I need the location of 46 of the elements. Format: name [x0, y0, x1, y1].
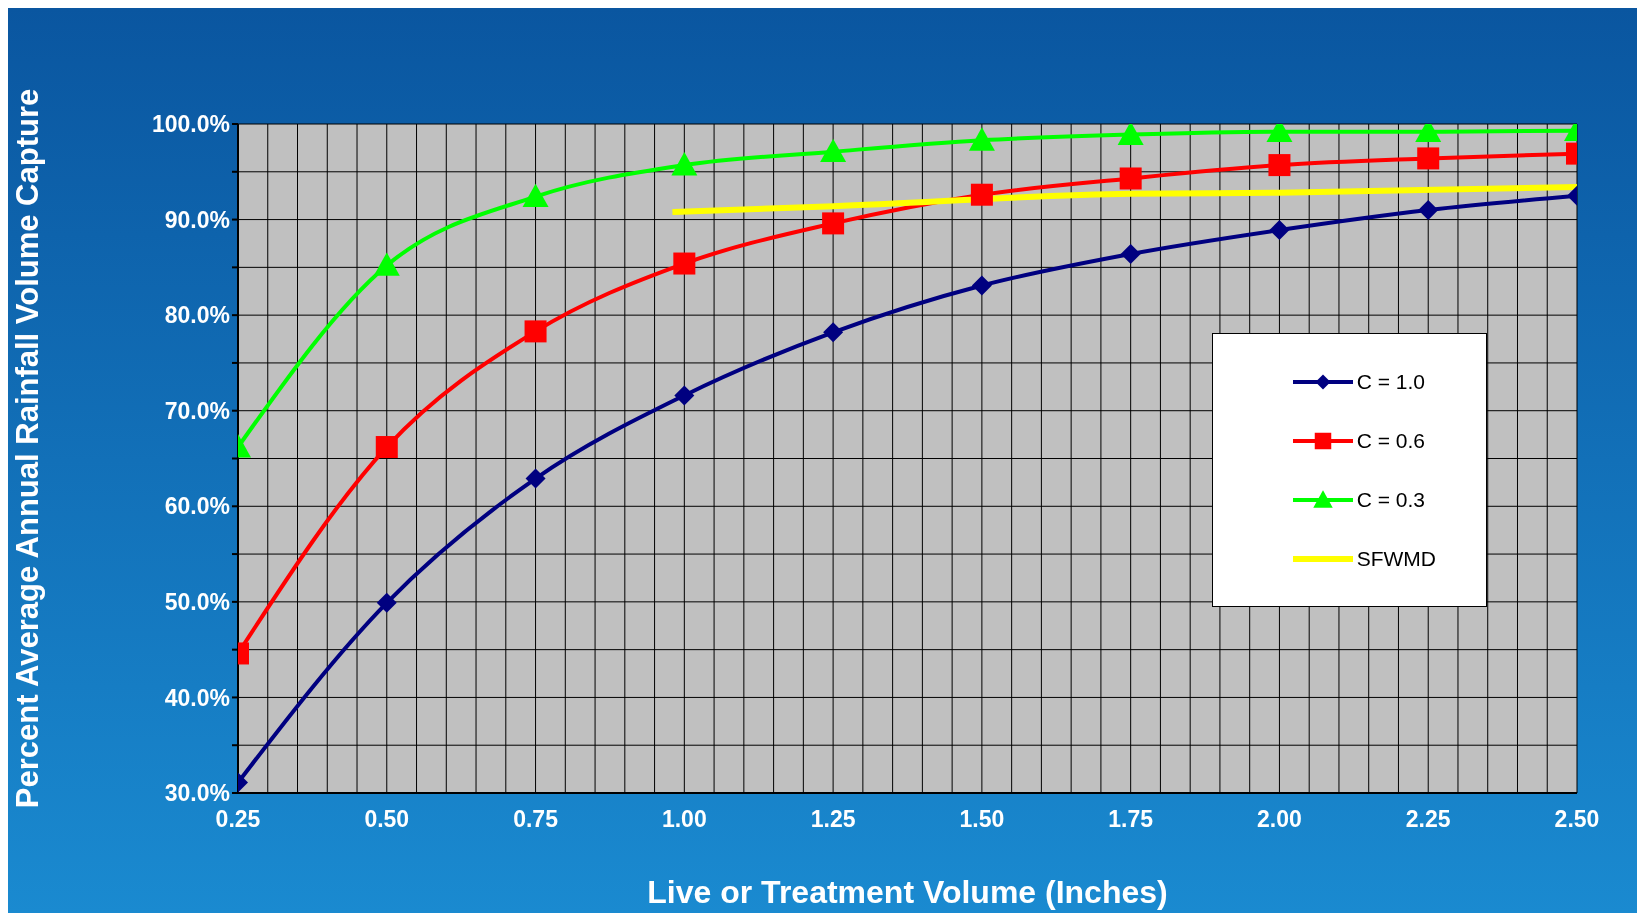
- x-tick-label: 2.00: [1257, 806, 1302, 833]
- x-tick-label: 1.25: [810, 806, 856, 833]
- y-tick-label: 90.0%: [164, 206, 230, 233]
- y-tick-label: 80.0%: [164, 302, 230, 329]
- point: [820, 138, 847, 163]
- x-tick-label: 1.50: [959, 806, 1005, 833]
- y-axis-title: Percent Average Annual Rainfall Volume Capture: [10, 88, 45, 809]
- point: [1119, 167, 1142, 190]
- x-tick-label: 2.25: [1405, 806, 1451, 833]
- point: [1120, 243, 1141, 264]
- point: [970, 183, 993, 206]
- point: [673, 252, 696, 275]
- legend-label: SFWMD: [1356, 546, 1436, 571]
- legend-label: C = 1.0: [1356, 369, 1425, 394]
- point: [1417, 147, 1440, 170]
- legend-label: C = 0.3: [1356, 487, 1425, 512]
- point: [823, 322, 844, 343]
- point: [968, 127, 995, 151]
- y-tick-label: 60.0%: [164, 493, 230, 520]
- point: [525, 468, 546, 489]
- point: [376, 592, 397, 613]
- point: [674, 385, 695, 406]
- point: [1268, 154, 1291, 177]
- point: [1117, 124, 1144, 145]
- point: [373, 252, 400, 276]
- point: [671, 152, 698, 176]
- x-tick-label: 1.00: [661, 806, 707, 833]
- x-tick-label: 0.50: [364, 806, 410, 833]
- x-tick-label: 0.25: [215, 806, 261, 833]
- point: [1269, 220, 1290, 241]
- point: [1418, 200, 1439, 221]
- point: [524, 320, 547, 343]
- x-tick-label: 0.75: [513, 806, 559, 833]
- x-tick-label: 2.50: [1554, 806, 1600, 833]
- point: [522, 183, 549, 208]
- y-tick-label: 70.0%: [164, 397, 230, 424]
- point: [971, 275, 992, 296]
- point: [375, 436, 398, 459]
- legend-label: C = 0.6: [1356, 428, 1425, 453]
- y-tick-label: 50.0%: [164, 589, 230, 616]
- x-tick-label: 1.75: [1108, 806, 1154, 833]
- y-tick-label: 100.0%: [151, 111, 230, 138]
- point: [822, 212, 845, 235]
- x-axis-title: Live or Treatment Volume (Inches): [647, 874, 1168, 910]
- y-tick-label: 40.0%: [164, 684, 230, 711]
- y-tick-label: 30.0%: [164, 780, 230, 807]
